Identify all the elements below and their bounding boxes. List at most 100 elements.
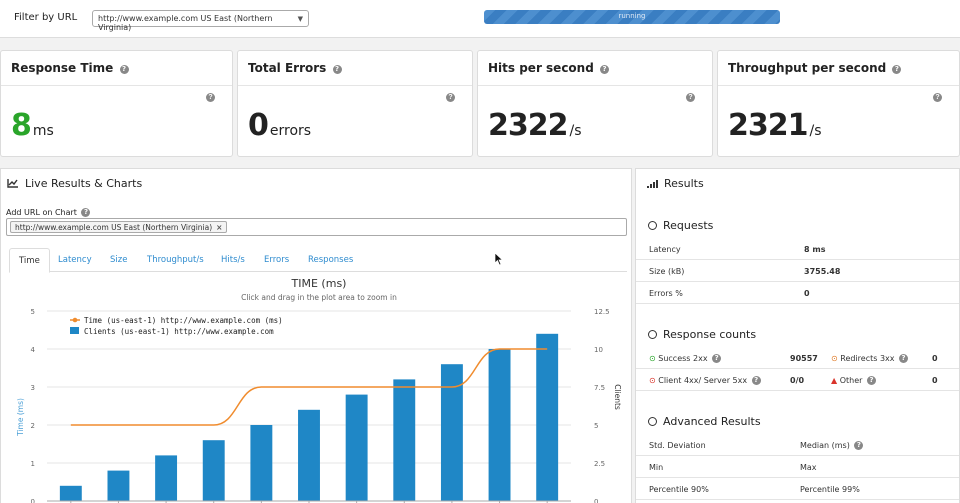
response-counts-title: Response counts [648,328,756,341]
chart-tabs: Time Latency Size Throughput/s Hits/s Er… [9,248,627,273]
card-title: Total Errors [248,61,327,75]
live-results-title: Live Results & Charts [25,177,143,190]
row-label: Latency [649,245,681,254]
tab-hits[interactable]: Hits/s [221,255,245,265]
y-tick-label-right: 5 [594,422,598,430]
row-label-2: Median (ms) [800,441,850,450]
top-bar: Filter by URL http://www.example.com US … [0,0,960,38]
row-label-2: Max [800,463,817,472]
chart-subtitle: Click and drag in the plot area to zoom … [241,293,397,302]
row-label: Size (kB) [649,267,685,276]
card-header: Hits per second ? [478,51,712,86]
row-label: Min [649,463,664,472]
url-tag-label: http://www.example.com US East (Northern… [15,223,213,232]
help-icon[interactable]: ? [119,65,129,74]
advanced-title-text: Advanced Results [663,415,761,428]
other-value: 0 [932,376,938,385]
chevron-down-icon: ▼ [297,15,303,23]
client-server-value: 0/0 [790,376,805,385]
card-header: Total Errors ? [238,51,472,86]
help-icon[interactable]: ? [933,93,942,102]
help-icon[interactable]: ? [332,65,342,74]
clock-icon [648,221,657,230]
tab-latency[interactable]: Latency [58,255,92,265]
y-tick-label-right: 10 [594,346,603,354]
chart-title: TIME (ms) [291,277,347,290]
card-title: Response Time [11,61,114,75]
card-unit: /s [809,123,822,139]
hits-per-second-card: Hits per second ? ? 2322/s [477,50,713,157]
y-tick-label-left: 4 [31,346,36,354]
clients-bar [536,333,559,501]
tab-throughput[interactable]: Throughput/s [147,255,204,265]
help-icon[interactable]: ? [446,93,455,102]
size-row: Size (kB) 3755.48 [636,260,959,282]
throughput-card: Throughput per second ? ? 2321/s [717,50,960,157]
card-value: 2321/s [728,108,822,143]
remove-tag-icon[interactable]: × [216,223,223,232]
help-icon[interactable]: ? [892,65,902,74]
redirects-value: 0 [932,354,938,363]
progress-status: running [618,12,646,20]
min-max-row: Min Max [636,456,959,478]
legend-clients: Clients (us-east-1) http://www.example.c… [84,327,274,336]
tab-errors[interactable]: Errors [264,255,290,265]
help-icon[interactable]: ? [854,441,864,450]
success-label: ⊙ Success 2xx ? [649,354,722,363]
row-label: Std. Deviation [649,441,706,450]
row-value: 0 [804,289,810,298]
chart-url-input[interactable]: http://www.example.com US East (Northern… [6,218,627,236]
y-tick-label-left: 5 [31,308,35,316]
tab-time[interactable]: Time [9,248,50,273]
y-ticks-right: 0 2.5 5 7.5 10 12.5 [594,308,610,503]
clients-bar [250,425,273,501]
clients-bar [202,440,225,501]
url-filter-select[interactable]: http://www.example.com US East (Northern… [92,10,309,32]
legend-time: Time (us-east-1) http://www.example.com … [84,316,283,325]
row-value: 8 ms [804,245,826,254]
legend-line-marker [72,317,78,323]
chart-legend[interactable]: Time (us-east-1) http://www.example.com … [70,316,283,336]
help-icon[interactable]: ? [866,376,876,385]
tab-size[interactable]: Size [110,255,128,265]
clock-icon [648,417,657,426]
help-icon[interactable]: ? [81,208,91,217]
success-redirects-row: ⊙ Success 2xx ? 90557 ⊙ Redirects 3xx ? … [636,347,959,369]
help-icon[interactable]: ? [686,93,695,102]
card-unit: /s [569,123,582,139]
signal-bars-icon [647,180,658,188]
check-circle-icon: ⊙ [649,354,656,363]
help-icon[interactable]: ? [899,354,909,363]
card-unit: errors [269,123,312,139]
card-value: 0 errors [248,108,311,143]
response-time-value: 8 [11,108,32,143]
help-icon[interactable]: ? [712,354,722,363]
response-time-card: Response Time ? ? 8 ms [0,50,233,157]
y-tick-label-right: 7.5 [594,384,605,392]
y-tick-label-left: 1 [31,460,35,468]
y-tick-label-right: 2.5 [594,460,605,468]
legend-bar-swatch [70,327,79,334]
time-chart[interactable]: TIME (ms) Click and drag in the plot are… [1,273,631,503]
check-circle-icon [648,330,657,339]
help-icon[interactable]: ? [206,93,215,102]
percentile-row: Percentile 90% Percentile 99% [636,478,959,500]
row-label: Client 4xx/ Server 5xx [658,376,748,385]
other-label: ▲ Other ? [831,376,876,385]
errors-percent-row: Errors % 0 [636,282,959,304]
row-label: Percentile 90% [649,485,709,494]
clients-bar [345,394,368,501]
median-label: Median (ms) ? [800,441,864,450]
row-label: Success 2xx [658,354,708,363]
clients-bar [107,470,130,501]
results-title: Results [664,177,704,190]
clients-bar [440,364,463,501]
line-chart-icon [7,179,18,188]
help-icon[interactable]: ? [751,376,761,385]
tab-responses[interactable]: Responses [308,255,354,265]
card-title: Hits per second [488,61,594,75]
card-value: 8 ms [11,108,54,143]
help-icon[interactable]: ? [600,65,609,74]
row-label: Errors % [649,289,683,298]
y-ticks-left: 0 1 2 3 4 5 [31,308,36,503]
